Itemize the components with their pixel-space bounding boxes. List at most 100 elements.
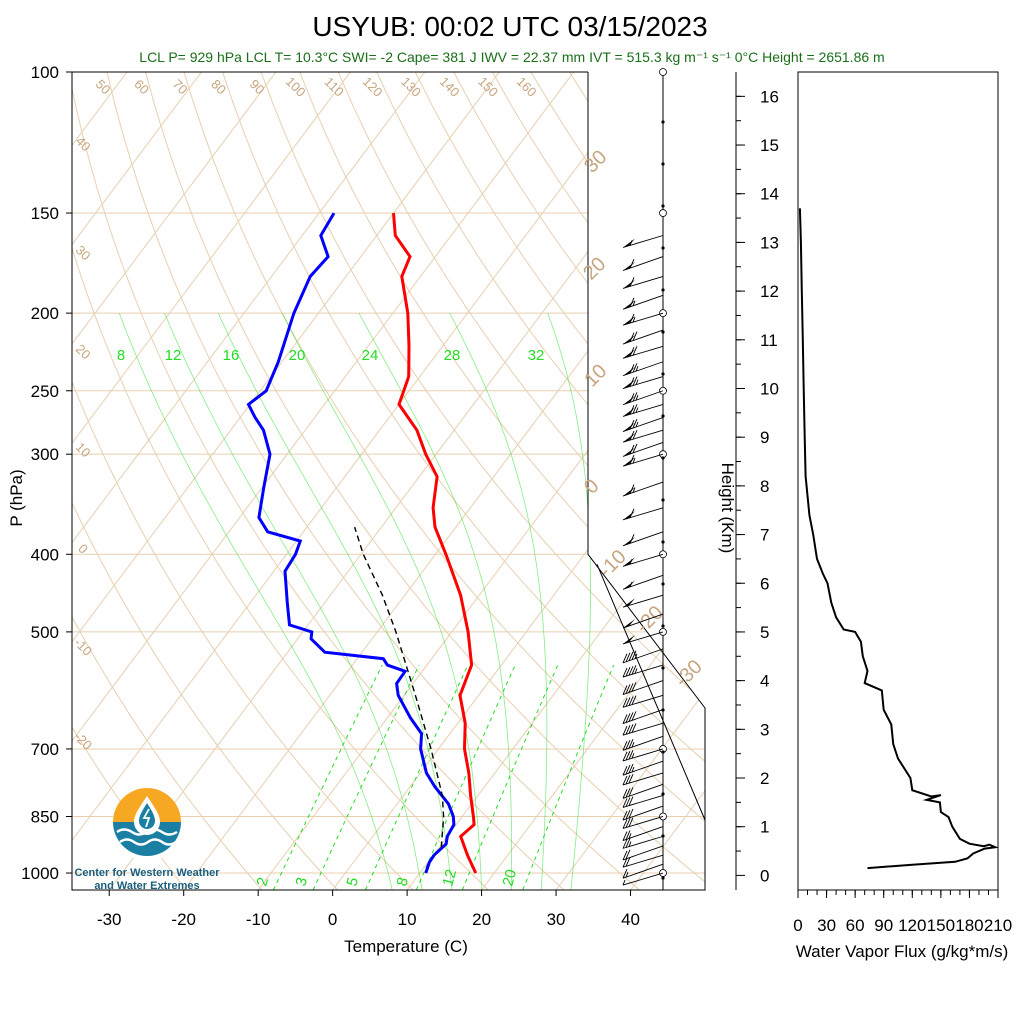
barb-shaft [623,873,663,885]
staff-dot [661,792,664,795]
moist-adiabat [450,313,547,890]
flux-y-tick-label: 15 [760,136,779,155]
isotherm [0,72,201,890]
dry-adiabat [762,72,1024,890]
mixing-ratio-label: 2 [253,876,272,888]
wind-barb [623,784,663,798]
dry-adiabat [454,72,1024,890]
y-tick-label: 850 [31,807,59,826]
dry-adiabat-label: 90 [247,76,268,97]
flux-y-tick-label: 12 [760,282,779,301]
isotherm [482,72,1024,890]
mixing-ratio-label: 20 [289,347,306,364]
barb-shaft [623,855,663,867]
x-tick-label: -30 [97,910,122,929]
dry-adiabat-label: 80 [208,76,229,97]
isotherm [258,72,872,890]
isotherm [407,72,1021,890]
logo-line-2: and Water Extremes [94,880,199,892]
x-tick-label: -20 [171,910,196,929]
mixing-ratio-label: 8 [117,347,125,364]
flux-y-tick-label: 0 [760,866,769,885]
isotherm [35,72,649,890]
isotherm [705,72,1024,890]
flux-y-tick-label: 4 [760,672,769,691]
y-tick-label: 1000 [21,864,59,883]
staff-dot [661,288,664,291]
mixing-ratio-label: 32 [528,347,545,364]
wind-barb [623,795,663,807]
flux-y-tick-label: 1 [760,818,769,837]
moist-adiabat [165,313,422,890]
flux-y-tick-label: 13 [760,233,779,252]
mixing-ratio-line [273,665,382,890]
dry-adiabat-label: 60 [131,76,152,97]
mixing-ratio-label: 12 [165,347,182,364]
series-line-dew-point [249,213,454,873]
x-tick-label: 10 [398,910,417,929]
staff-circle [660,69,667,76]
barb-shaft [623,864,663,878]
flux-x-tick-label: 60 [846,916,865,935]
wind-barb [623,723,663,735]
staff-dot [661,162,664,165]
flux-x-tick-label: 0 [793,916,802,935]
flux-x-tick-label: 120 [898,916,926,935]
flux-y-tick-label: 16 [760,87,779,106]
series-line-temperature [394,213,476,873]
staff-dot [661,498,664,501]
x-tick-label: 0 [328,910,337,929]
mixing-ratio-label: 3 [292,876,311,888]
flux-x-tick-label: 180 [955,916,983,935]
flux-frame [798,72,998,890]
flux-y-tick-label: 5 [760,623,769,642]
logo: Center for Western Weather and Water Ext… [74,788,220,892]
wind-barb [623,710,663,724]
wind-barb [623,855,663,867]
y-tick-label: 200 [31,304,59,323]
dry-adiabat [0,72,337,890]
flux-y-tick-label: 9 [760,428,769,447]
y-tick-label: 500 [31,623,59,642]
flux-x-tick-label: 150 [927,916,955,935]
staff-dot [661,750,664,753]
flux-x-tick-label: 210 [984,916,1012,935]
flux-series-line [800,208,995,868]
staff-dot [661,120,664,123]
staff-dot [661,372,664,375]
isotherm-label: 40 [73,133,94,154]
dry-adiabat [0,72,262,890]
mixing-ratio-label: 16 [223,347,240,364]
isotherm [0,72,425,890]
y-tick-label: 700 [31,740,59,759]
wind-barb [623,846,663,860]
mixing-ratio-label: 20 [499,868,520,889]
dry-adiabat-label: 160 [514,74,540,100]
staff-dot [661,414,664,417]
x-tick-label: 30 [547,910,566,929]
mixing-ratio-label: 5 [343,876,362,888]
dry-adiabat-label: 120 [360,74,386,100]
flux-x-tick-label: 30 [817,916,836,935]
mixing-ratio-line [416,665,515,890]
flux-x-axis-label: Water Vapor Flux (g/kg*m/s) [796,942,1009,961]
dry-adiabat [0,72,413,890]
y-tick-label: 300 [31,445,59,464]
flux-series-group [800,208,995,868]
skewt-frame [72,72,705,890]
chart-title: USYUB: 00:02 UTC 03/15/2023 [312,11,707,42]
flux-y-tick-label: 7 [760,526,769,545]
wind-barb [623,681,663,695]
mixing-ratio-label: 12 [439,868,460,889]
isotherm [0,72,574,890]
wind-barb [623,864,663,878]
y-tick-label: 100 [31,63,59,82]
dry-adiabat-label: 140 [437,74,463,100]
flux-x-tick-label: 90 [874,916,893,935]
wind-barb [623,873,663,885]
isotherm [0,72,276,890]
dry-adiabat-label: 110 [322,74,347,99]
flux-y-axis-label: Height (Km) [718,463,737,554]
wind-barb [623,736,663,750]
